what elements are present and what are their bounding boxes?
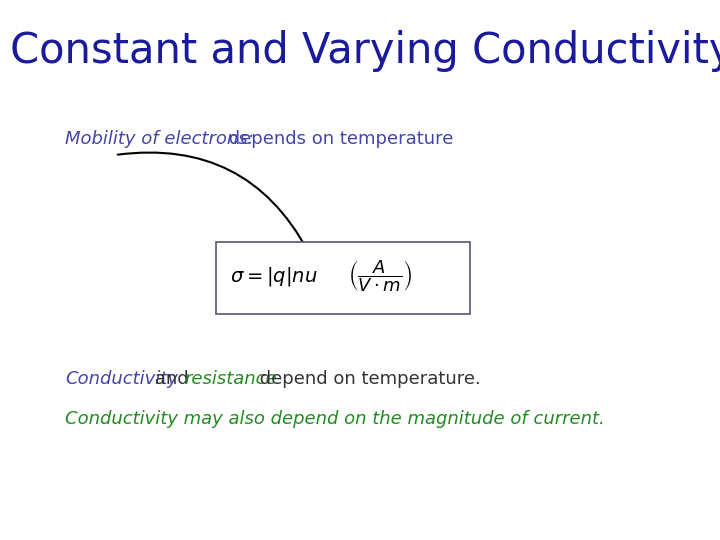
Text: Conductivity may also depend on the magnitude of current.: Conductivity may also depend on the magn… — [65, 410, 605, 428]
Text: resistance: resistance — [184, 370, 276, 388]
Text: Conductivity: Conductivity — [65, 370, 178, 388]
Text: Constant and Varying Conductivity: Constant and Varying Conductivity — [10, 30, 720, 72]
Text: depend on temperature.: depend on temperature. — [254, 370, 481, 388]
Text: and: and — [149, 370, 194, 388]
Text: $\left(\dfrac{A}{V \cdot m}\right)$: $\left(\dfrac{A}{V \cdot m}\right)$ — [348, 258, 413, 294]
Text: $\sigma = |q|nu$: $\sigma = |q|nu$ — [230, 265, 318, 287]
Text: depends on temperature: depends on temperature — [223, 130, 454, 148]
FancyBboxPatch shape — [216, 242, 470, 314]
Text: Mobility of electrons:: Mobility of electrons: — [65, 130, 253, 148]
